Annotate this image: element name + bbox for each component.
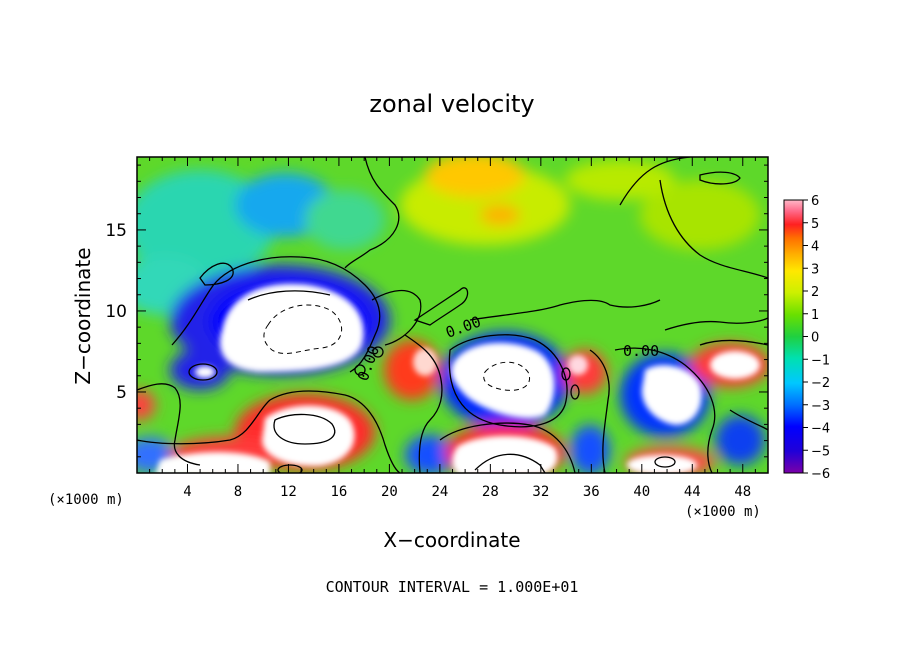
x-unit-right: (×1000 m) [685, 504, 761, 520]
colorbar [783, 199, 804, 474]
colorbar-tick-label: 2 [811, 285, 819, 300]
chart-title: zonal velocity [369, 90, 534, 118]
colorbar-tick-label: 4 [811, 240, 819, 255]
colorbar-tick-label: −5 [811, 444, 830, 459]
colorbar-tick-label: 5 [811, 217, 819, 232]
x-unit-left: (×1000 m) [48, 492, 124, 508]
contour-label: 0.00 [623, 342, 659, 360]
colorbar-tick-label: 0 [811, 331, 819, 346]
x-tick-label: 12 [280, 484, 297, 500]
axis-ticks [137, 157, 768, 473]
colorbar-tick-label: 6 [811, 194, 819, 209]
colorbar-tick-label: −4 [811, 422, 830, 437]
colorbar-tick-label: 1 [811, 308, 819, 323]
colorbar-tick-label: 3 [811, 262, 819, 277]
x-tick-label: 28 [482, 484, 499, 500]
x-tick-labels: 4 8 12 16 20 24 28 32 36 40 44 48 [183, 484, 751, 500]
x-tick-label: 24 [431, 484, 448, 500]
x-tick-label: 44 [684, 484, 701, 500]
x-tick-label: 16 [330, 484, 347, 500]
x-tick-label: 20 [381, 484, 398, 500]
contour-lines-dashed [263, 304, 530, 391]
y-tick-labels: 5 10 15 [105, 221, 127, 403]
y-tick-label: 15 [105, 221, 127, 241]
colorbar-tick-label: −6 [811, 467, 830, 482]
x-axis-label: X−coordinate [383, 528, 520, 552]
y-axis-label: Z−coordinate [71, 247, 95, 384]
colorbar-tick-label: −3 [811, 399, 830, 414]
y-tick-label: 5 [116, 383, 127, 403]
colorbar-ticks: 6 5 4 3 2 1 0 −1 −2 −3 −4 −5 −6 [803, 194, 830, 482]
colorbar-tick-label: −2 [811, 376, 830, 391]
x-tick-label: 40 [633, 484, 650, 500]
contour-interval-note: CONTOUR INTERVAL = 1.000E+01 [326, 578, 579, 596]
x-tick-label: 36 [583, 484, 600, 500]
heatmap-field [137, 157, 768, 473]
contour-lines [137, 157, 768, 473]
colorbar-tick-label: −1 [811, 353, 830, 368]
x-tick-label: 32 [532, 484, 549, 500]
x-tick-label: 48 [734, 484, 751, 500]
x-tick-label: 8 [234, 484, 242, 500]
x-tick-label: 4 [183, 484, 191, 500]
y-tick-label: 10 [105, 302, 127, 322]
